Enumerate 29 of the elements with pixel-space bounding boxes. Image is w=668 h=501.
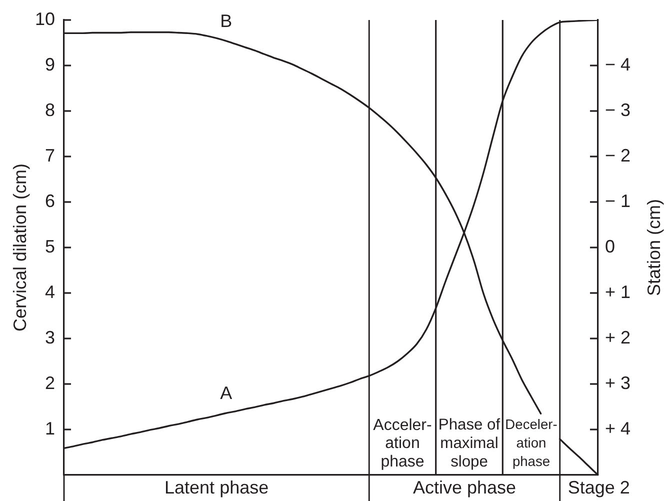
y-tick-label: 3	[44, 327, 55, 348]
y-tick-label: 8	[44, 100, 55, 120]
y-tick-label: 2	[44, 372, 55, 393]
text: Latent phase	[164, 477, 269, 498]
y2-tick-label: 0	[605, 236, 616, 256]
annotation: Deceler- ation phase	[505, 416, 558, 469]
annotation: Acceler- ation phase	[373, 416, 432, 470]
y2-tick-label: + 3	[605, 372, 631, 393]
y-axis-title: Cervical dilation (cm)	[10, 163, 30, 332]
y-tick-label: 6	[44, 190, 55, 211]
y-tick-label: 9	[44, 54, 55, 74]
y2-tick-label: + 2	[605, 327, 631, 348]
y2-tick-label: − 3	[605, 100, 631, 120]
text: Stage 2	[568, 477, 630, 498]
series-label: A	[220, 383, 232, 404]
y2-axis-title: Station (cm)	[644, 198, 664, 296]
y2-tick-label: + 1	[605, 282, 631, 302]
y-tick-label: 7	[44, 145, 55, 166]
series-label: B	[220, 10, 232, 31]
y-tick-label: 1	[44, 418, 55, 438]
y2-tick-label: − 2	[605, 145, 631, 166]
y-tick-label: 5	[44, 236, 55, 256]
y-tick-label: 10	[34, 8, 55, 29]
text: Active phase	[412, 477, 516, 498]
y2-tick-label: − 4	[605, 54, 631, 74]
y-tick-label: 4	[44, 282, 55, 302]
y2-tick-label: + 4	[605, 418, 631, 438]
y2-tick-label: − 1	[605, 190, 631, 211]
annotation: Phase of maximal slope	[438, 416, 501, 470]
